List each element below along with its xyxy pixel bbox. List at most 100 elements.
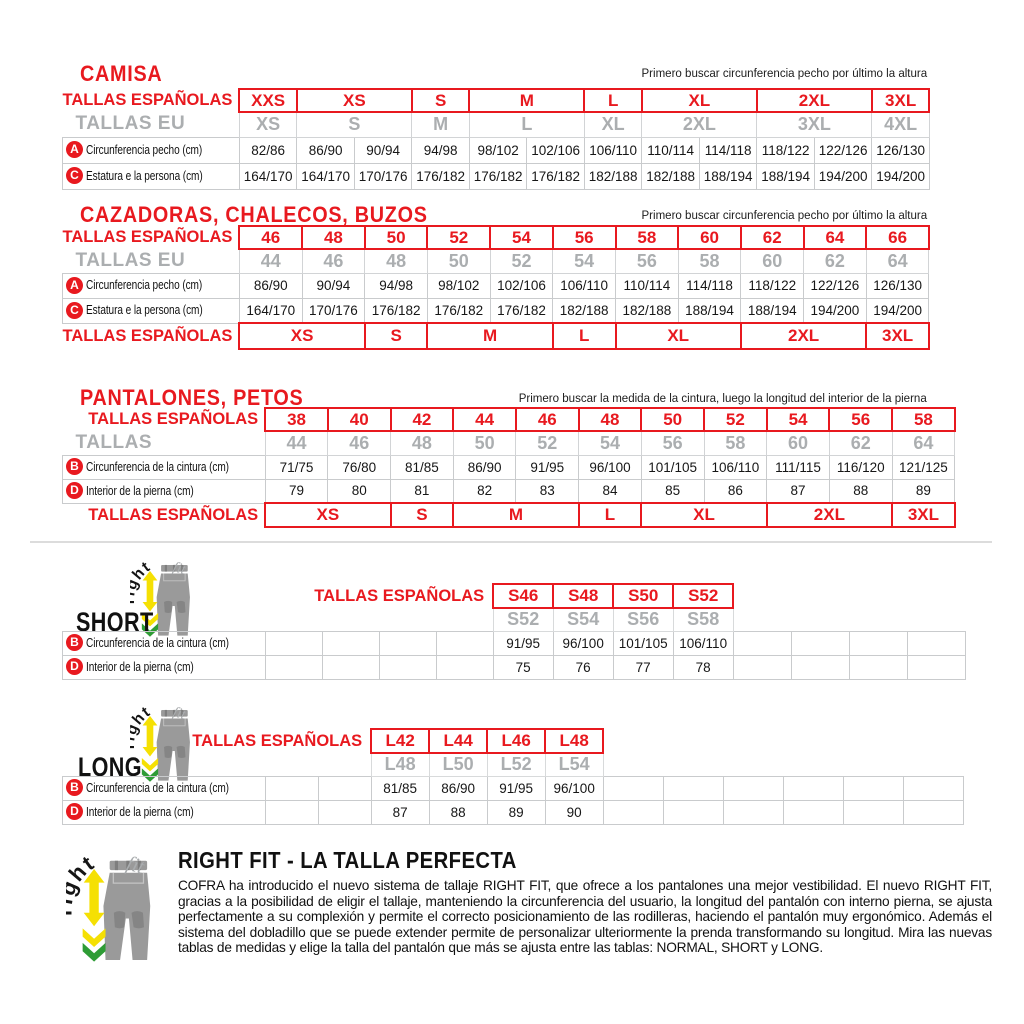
- es-size-cell: XXS: [238, 88, 298, 113]
- extend-chevron-yellow-icon: [82, 928, 106, 948]
- value-cell: 110/114: [615, 272, 679, 299]
- eu-size-cell: 48: [390, 430, 454, 456]
- camisa-note: Primero buscar circunferencia pecho por …: [641, 66, 927, 80]
- value-cell: 96/100: [578, 454, 642, 480]
- value-cell: 164/170: [296, 162, 355, 190]
- eu-size-cell: 58: [677, 248, 742, 274]
- eu-size-cell: L54: [544, 752, 604, 777]
- es-size-cell: 50: [640, 407, 705, 432]
- empty-cell: [782, 775, 844, 801]
- es-size-cell: 44: [452, 407, 517, 432]
- eu-size-cell: 46: [301, 248, 366, 274]
- value-cell: 122/126: [813, 136, 873, 164]
- eu-size-cell: L48: [370, 752, 430, 777]
- empty-cell: [790, 654, 850, 680]
- eu-size-cell: 62: [828, 430, 893, 456]
- measure-text: Interior de la pierna (cm): [86, 483, 194, 498]
- eu-size-cell: 44: [264, 430, 329, 456]
- empty-cell: [435, 630, 494, 656]
- measure-badge-D: D: [66, 803, 83, 821]
- empty-cell: [321, 630, 380, 656]
- empty-cell: [902, 775, 964, 801]
- eu-size-cell: 50: [452, 430, 517, 456]
- es-sizes-label: TALLAS ESPAÑOLAS: [62, 91, 233, 109]
- measure-badge-C: C: [66, 167, 83, 185]
- es-size-cell: 60: [677, 225, 742, 250]
- es-sizes-label: TALLAS ESPAÑOLAS: [314, 586, 485, 605]
- eu-size-cell: 54: [552, 248, 617, 274]
- es-size-cell: L: [583, 88, 643, 113]
- es-size-cell: S50: [612, 583, 675, 609]
- measure-text: Circunferencia de la cintura (cm): [86, 635, 229, 650]
- measure-text: Interior de la pierna (cm): [86, 659, 194, 674]
- value-cell: 90/94: [301, 272, 366, 299]
- es-sizes-label: TALLAS ESPAÑOLAS: [88, 410, 259, 428]
- measure-text: Estatura e la persona (cm): [86, 303, 203, 318]
- value-cell: 77: [612, 654, 674, 680]
- es-size-group-cell: S: [363, 322, 429, 350]
- value-cell: 176/182: [468, 162, 528, 190]
- empty-cell: [264, 775, 319, 801]
- eu-size-cell: L: [468, 111, 585, 138]
- es-size-cell: 56: [828, 407, 894, 432]
- value-cell: 188/194: [740, 297, 805, 324]
- es-size-group-cell: M: [452, 502, 580, 528]
- rightfit-logo-graphic: right fit: [52, 850, 151, 962]
- value-cell: 85: [640, 478, 705, 504]
- es-size-cell: 42: [389, 407, 455, 432]
- es-sizes-label: TALLAS ESPAÑOLAS: [62, 326, 233, 345]
- short-table: TALLAS ESPAÑOLAS S46 S48 S50 S52 S52 S54 S56 S58…: [62, 583, 966, 680]
- value-cell: 194/200: [871, 162, 930, 190]
- value-cell: 96/100: [544, 775, 604, 801]
- value-cell: 89: [486, 799, 546, 825]
- value-cell: 98/102: [468, 136, 528, 164]
- value-cell: 106/110: [703, 454, 768, 480]
- rightfit-logo-main: right fit: [52, 848, 170, 965]
- empty-cell: [902, 799, 964, 825]
- value-cell: 164/170: [238, 162, 298, 190]
- es-size-group-cell: 2XL: [739, 322, 868, 350]
- measure-label: D Interior de la pierna (cm): [62, 478, 266, 504]
- eu-size-cell: 52: [515, 430, 580, 456]
- eu-size-cell: 50: [426, 248, 491, 274]
- empty-cell: [782, 799, 844, 825]
- spacer-cell: [733, 608, 965, 631]
- pants-icon: [156, 564, 190, 636]
- es-size-cell: 66: [865, 225, 930, 250]
- es-size-cell: 3XL: [870, 88, 931, 113]
- value-cell: 90/94: [353, 136, 413, 164]
- es-size-cell: L46: [486, 728, 547, 754]
- es-size-cell: 56: [551, 225, 617, 250]
- value-cell: 101/105: [612, 630, 674, 656]
- empty-cell: [378, 630, 437, 656]
- value-cell: 75: [492, 654, 554, 680]
- eu-size-cell: 54: [578, 430, 642, 456]
- value-cell: 194/200: [803, 297, 867, 324]
- pantalones-table: TALLAS ESPAÑOLAS 38 40 42 44 46 48 50 52 54 56 58 TA…: [62, 407, 956, 528]
- value-cell: 176/182: [489, 297, 554, 324]
- empty-cell: [264, 630, 323, 656]
- value-cell: 176/182: [411, 162, 470, 190]
- es-size-group-cell: 3XL: [865, 322, 930, 350]
- length-arrow-icon: [83, 869, 105, 927]
- value-cell: 194/200: [865, 297, 930, 324]
- value-cell: 116/120: [828, 454, 893, 480]
- eu-size-cell: XS: [238, 111, 298, 138]
- eu-size-cell: 60: [766, 430, 830, 456]
- extend-chevron-yellow-icon: [141, 613, 159, 627]
- empty-cell: [906, 654, 966, 680]
- empty-cell: [317, 799, 372, 825]
- es-size-cell: XS: [295, 88, 413, 113]
- es-size-cell: 54: [765, 407, 831, 432]
- measure-text: Circunferencia pecho (cm): [86, 278, 203, 293]
- value-cell: 118/122: [756, 136, 815, 164]
- es-size-cell: S: [410, 88, 471, 113]
- measure-label: A Circunferencia pecho (cm): [62, 272, 240, 299]
- value-cell: 176/182: [526, 162, 585, 190]
- es-sizes-label: TALLAS ESPAÑOLAS: [192, 731, 363, 750]
- value-cell: 81/85: [390, 454, 454, 480]
- es-size-cell: 50: [363, 225, 429, 250]
- eu-size-cell: 64: [865, 248, 930, 274]
- value-cell: 114/118: [677, 272, 742, 299]
